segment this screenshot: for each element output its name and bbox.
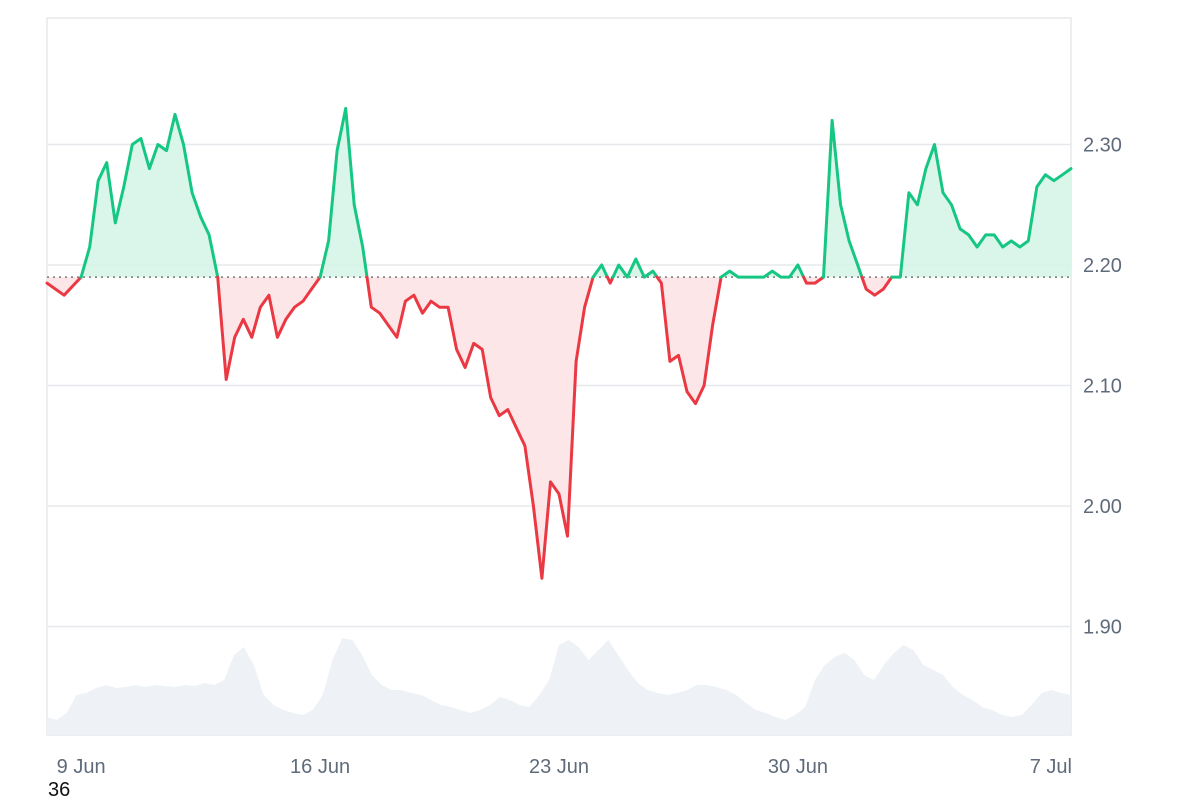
x-tick-label: 16 Jun bbox=[290, 756, 350, 778]
area-fill-down bbox=[367, 277, 594, 579]
y-tick-label: 1.90 bbox=[1083, 617, 1122, 639]
corner-label: 36 bbox=[48, 779, 71, 801]
price-line-up bbox=[719, 263, 806, 279]
x-tick-label: 9 Jun bbox=[57, 756, 106, 778]
price-line-up bbox=[79, 112, 220, 279]
y-tick-label: 2.10 bbox=[1083, 376, 1122, 398]
area-fill-up bbox=[823, 120, 862, 278]
area-fill-down bbox=[217, 277, 321, 380]
y-tick-label: 2.00 bbox=[1083, 496, 1122, 518]
price-line-down bbox=[45, 275, 83, 297]
price-line-up bbox=[890, 143, 1073, 279]
price-line-up bbox=[318, 106, 369, 279]
x-axis-tick-labels: 9 Jun 16 Jun 23 Jun 30 Jun 7 Jul bbox=[57, 756, 1072, 778]
y-tick-label: 2.20 bbox=[1083, 255, 1122, 277]
y-axis-tick-labels: 1.90 2.00 2.10 2.20 2.30 bbox=[1083, 135, 1122, 639]
price-line-down bbox=[655, 275, 723, 406]
volume-area-path bbox=[47, 638, 1071, 735]
area-fill-down bbox=[47, 277, 82, 296]
price-line-down bbox=[216, 275, 322, 381]
area-fill-up bbox=[320, 108, 367, 278]
price-line-up bbox=[822, 118, 864, 279]
x-tick-label: 30 Jun bbox=[768, 756, 828, 778]
volume-area bbox=[47, 638, 1071, 735]
price-lines bbox=[45, 106, 1073, 580]
area-fill-up bbox=[81, 114, 218, 278]
price-area-fills bbox=[47, 108, 1071, 579]
area-fill-up bbox=[721, 265, 804, 278]
price-line-up bbox=[591, 263, 609, 279]
price-line-down bbox=[802, 275, 825, 285]
price-line-down bbox=[365, 275, 595, 580]
y-tick-label: 2.30 bbox=[1083, 135, 1122, 157]
price-line-up bbox=[611, 257, 659, 279]
x-tick-label: 23 Jun bbox=[529, 756, 589, 778]
x-tick-label: 7 Jul bbox=[1030, 756, 1072, 778]
price-line-down bbox=[860, 275, 894, 297]
price-line-down bbox=[605, 275, 615, 285]
